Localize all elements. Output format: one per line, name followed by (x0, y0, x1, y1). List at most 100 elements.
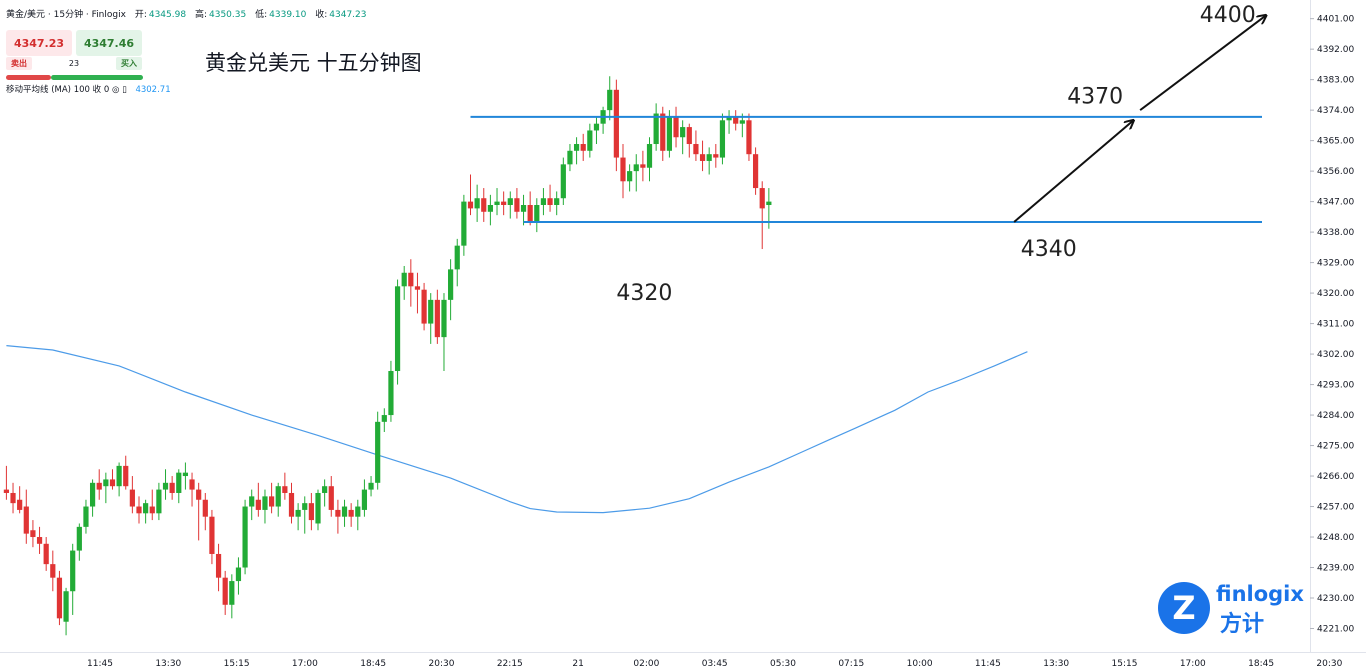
y-tick-label: 4275.00 (1317, 442, 1354, 452)
candle-body (341, 506, 348, 517)
candle (249, 489, 255, 521)
candle-body (129, 489, 135, 507)
candle (63, 587, 69, 636)
candle (394, 279, 401, 385)
candle-body (348, 509, 354, 517)
candle-body (481, 198, 487, 212)
candle (640, 150, 646, 182)
candle-body (507, 198, 513, 205)
candle-body (746, 120, 752, 155)
symbol-name[interactable]: 黄金/美元 · 15分钟 · Finlogix (6, 10, 126, 20)
y-tick-label: 4365.00 (1317, 137, 1354, 147)
candle-body (249, 496, 255, 507)
candle (461, 194, 467, 256)
candle-body (699, 154, 706, 161)
indicator-label: 移动平均线 (MA) (6, 85, 71, 95)
candle-body (56, 577, 63, 619)
candle-body (30, 530, 36, 538)
candle-body (494, 201, 500, 205)
candle (520, 194, 527, 226)
candle-body (368, 482, 374, 490)
candle-body (269, 496, 275, 507)
trend-arrow (1013, 120, 1133, 223)
candle (348, 503, 354, 527)
candle-body (361, 489, 368, 510)
trash-icon[interactable]: ▯ (122, 85, 127, 95)
x-tick-label: 10:00 (907, 659, 933, 669)
x-tick-label: 22:15 (497, 659, 523, 669)
candle (196, 482, 202, 541)
candle (752, 147, 759, 195)
candle-body (302, 503, 308, 510)
candle-body (527, 205, 533, 222)
finlogix-logo: Z finlogix 方计 (1158, 582, 1318, 638)
candle-body (534, 205, 540, 222)
trend-arrow (1139, 15, 1266, 111)
candle (116, 462, 122, 497)
candle-body (149, 506, 155, 514)
candle-body (63, 591, 69, 622)
candle-body (448, 269, 454, 300)
candle-body (308, 503, 314, 521)
chart-title: 黄金兑美元 十五分钟图 (205, 51, 422, 75)
candle (202, 492, 208, 531)
buy-button[interactable]: 买入 (116, 57, 142, 70)
candle-body (713, 154, 719, 158)
candle (341, 499, 348, 527)
candle-body (76, 526, 82, 551)
candle (129, 476, 135, 514)
buy-price-button[interactable]: 4347.46 (76, 30, 142, 56)
candle (388, 360, 394, 422)
indicator-legend[interactable]: 移动平均线 (MA) 100 收 0 ◎ ▯ 4302.71 (6, 85, 171, 96)
x-tick-label: 20:30 (429, 659, 455, 669)
candle-body (322, 486, 328, 493)
candle-body (620, 157, 626, 182)
y-tick-label: 4266.00 (1317, 472, 1354, 482)
candle (593, 116, 600, 145)
candle (156, 482, 162, 521)
candle-body (560, 164, 566, 199)
candle (322, 479, 328, 507)
eye-icon[interactable]: ◎ (111, 85, 120, 95)
candle-body (733, 116, 739, 124)
x-tick-label: 17:00 (1180, 659, 1206, 669)
candle (43, 537, 49, 571)
candle-body (627, 171, 633, 182)
candle-body (10, 492, 16, 504)
candle (229, 574, 235, 619)
close-label: 收: (315, 10, 328, 20)
candle-body (23, 506, 29, 534)
candle (215, 543, 222, 592)
candle (428, 293, 434, 344)
candle-body (752, 154, 759, 189)
y-tick-label: 4248.00 (1317, 533, 1354, 543)
candle-body (693, 144, 699, 155)
candle (514, 188, 520, 219)
candle (613, 79, 619, 172)
candle-body (467, 201, 474, 209)
candle-body (189, 479, 195, 490)
candle (355, 499, 361, 531)
candle (96, 469, 102, 500)
candle (587, 123, 593, 158)
candle-body (182, 472, 189, 477)
candle (255, 482, 261, 517)
candle-body (328, 486, 334, 510)
candle (381, 408, 387, 432)
sell-button[interactable]: 卖出 (6, 57, 32, 70)
candle (474, 184, 480, 222)
candle (481, 188, 487, 222)
candle (408, 259, 414, 307)
candle (36, 526, 43, 554)
candle (50, 550, 56, 592)
x-tick-label: 05:30 (770, 659, 796, 669)
candle (713, 144, 719, 168)
sell-price-button[interactable]: 4347.23 (6, 30, 72, 56)
candle-body (43, 543, 49, 565)
candle-body (759, 188, 765, 209)
candle-body (593, 123, 600, 131)
candle-body (660, 113, 666, 151)
candle (3, 465, 9, 500)
y-tick-label: 4347.00 (1317, 198, 1354, 208)
